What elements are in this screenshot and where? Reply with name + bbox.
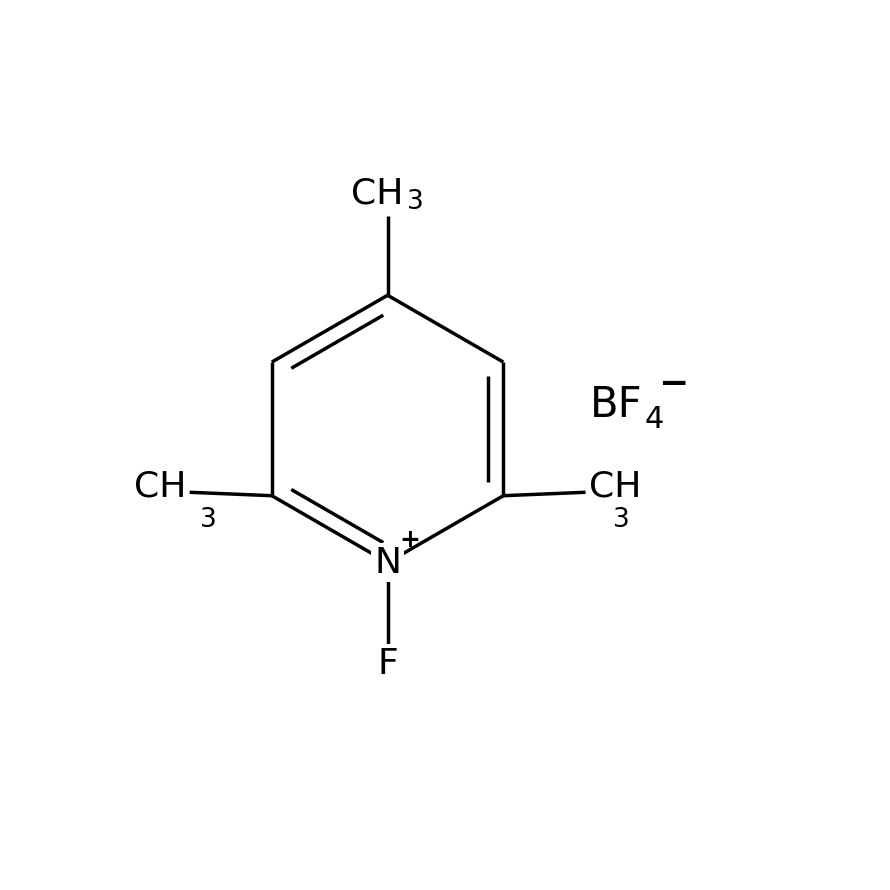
Text: F: F xyxy=(377,647,398,681)
Text: N: N xyxy=(374,546,401,579)
Text: CH: CH xyxy=(352,177,403,211)
Text: 3: 3 xyxy=(407,189,424,215)
Text: 3: 3 xyxy=(613,507,629,533)
Text: 4: 4 xyxy=(644,406,664,434)
Text: CH: CH xyxy=(134,470,186,504)
Text: BF: BF xyxy=(590,384,643,426)
Text: CH: CH xyxy=(589,470,642,504)
Text: +: + xyxy=(400,528,421,552)
Text: 3: 3 xyxy=(200,507,217,533)
Text: −: − xyxy=(659,368,689,401)
